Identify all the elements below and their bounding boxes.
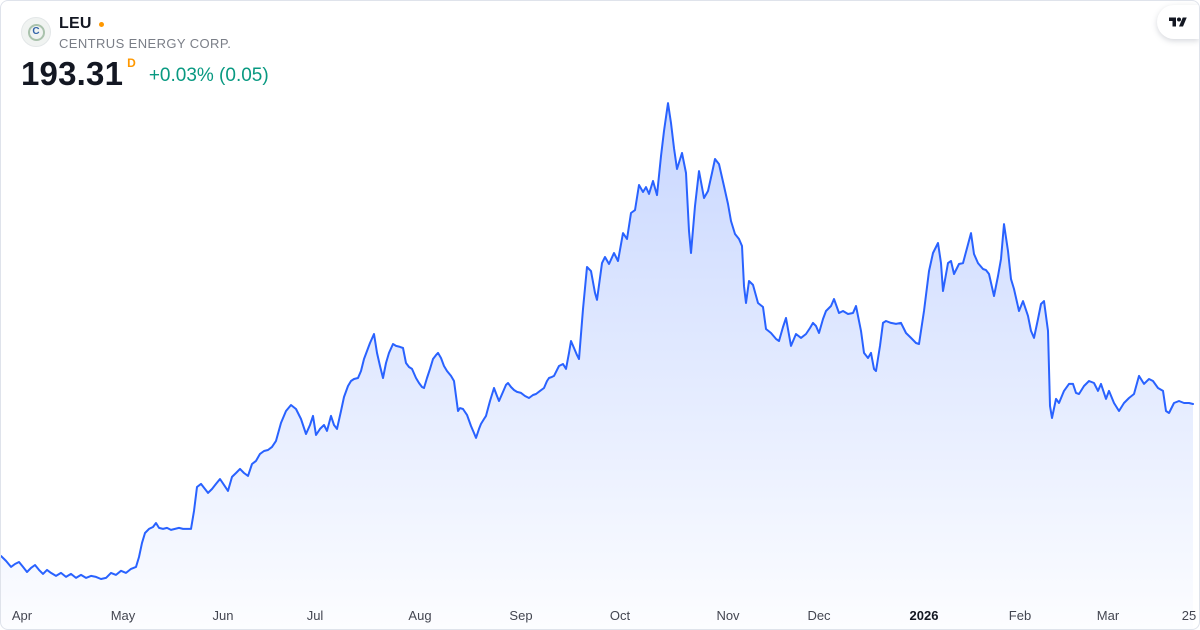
symbol-header: C LEU CENTRUS ENERGY CORP. 193.31 D +0.0… bbox=[21, 15, 269, 92]
area-fill bbox=[1, 103, 1193, 629]
tradingview-logo-icon bbox=[1169, 17, 1187, 26]
x-axis-label: Mar bbox=[1096, 608, 1120, 623]
x-axis-label: Jun bbox=[212, 608, 234, 623]
ticker-symbol: LEU bbox=[59, 15, 92, 32]
logo-letter: C bbox=[32, 26, 40, 37]
x-axis-label: Feb bbox=[1008, 608, 1032, 623]
x-axis-label: 25 bbox=[1181, 608, 1197, 623]
x-axis-label: 2026 bbox=[909, 608, 939, 623]
x-axis-label: Dec bbox=[807, 608, 831, 623]
market-status-dot-icon bbox=[98, 22, 104, 27]
x-axis-label: Apr bbox=[11, 608, 33, 623]
x-axis-label: Nov bbox=[716, 608, 740, 623]
last-price: 193.31 bbox=[21, 55, 124, 92]
x-axis-label: Sep bbox=[509, 608, 533, 623]
interval-badge: D bbox=[127, 56, 136, 70]
company-logo-icon: C bbox=[21, 17, 51, 47]
x-axis-label: Oct bbox=[609, 608, 631, 623]
price-change: +0.03% (0.05) bbox=[148, 65, 269, 86]
price-line bbox=[1, 102, 1194, 580]
x-axis-label: May bbox=[110, 608, 136, 623]
x-axis-label: Aug bbox=[408, 608, 432, 623]
tradingview-attribution[interactable] bbox=[1157, 5, 1199, 39]
time-axis: Apr May Jun Jul Aug Sep Oct Nov Dec 2026 Feb Mar 25 bbox=[1, 603, 1199, 629]
x-axis-label: Jul bbox=[306, 608, 324, 623]
company-name: CENTRUS ENERGY CORP. bbox=[59, 36, 232, 51]
logo-ring: C bbox=[27, 23, 45, 41]
